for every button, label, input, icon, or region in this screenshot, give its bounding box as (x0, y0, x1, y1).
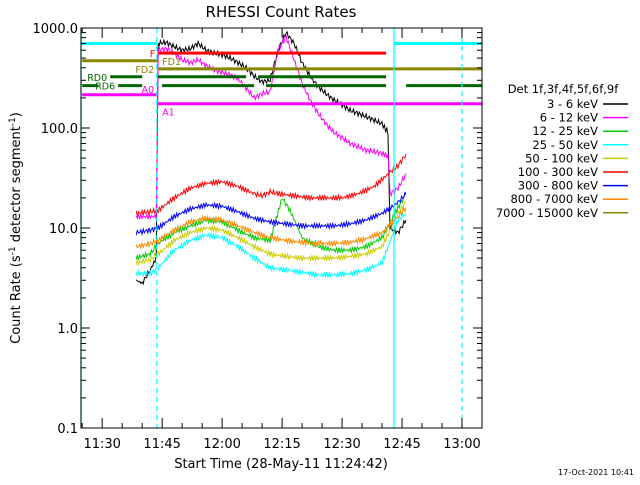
series-line-3 (135, 193, 407, 261)
y-axis-label: Count Rate (s-1 detector segment-1) (8, 112, 24, 344)
y-axis-label-part-1: Count Rate (s (9, 255, 24, 344)
flag-label-fd1: FD1 (162, 57, 181, 68)
x-axis-ticks: 11:30 11:45 12:00 12:15 12:30 12:45 13:00 (81, 28, 483, 452)
series-line-4 (135, 212, 407, 280)
flag-label-a1: A1 (162, 108, 175, 119)
legend-label-8: 800 - 7000 keV (510, 192, 598, 206)
legend-label-2: 6 - 12 keV (540, 111, 598, 125)
flag-label-rd6: RD6 (95, 82, 115, 93)
legend-label-4: 25 - 50 keV (532, 138, 598, 152)
series-line-8 (135, 206, 407, 250)
series-line-2 (135, 33, 407, 221)
series-line-1 (135, 30, 407, 286)
y-axis-label-superscript-2: -1 (8, 117, 18, 126)
x-tick-label-2: 11:45 (143, 437, 180, 452)
x-tick-label-4: 12:15 (263, 437, 300, 452)
x-tick-label-3: 12:00 (203, 437, 240, 452)
flag-label-f: F (150, 49, 155, 60)
x-tick-label-5: 12:30 (323, 437, 360, 452)
y-axis-label-part-2: detector segment (9, 126, 24, 246)
data-traces (135, 30, 407, 286)
legend-label-3: 12 - 25 keV (532, 124, 598, 138)
legend-label-1: 3 - 6 keV (547, 97, 598, 111)
flag-label-a0: A0 (142, 85, 155, 96)
legend-label-6: 100 - 300 keV (518, 165, 598, 179)
y-tick-label-1: 0.1 (57, 422, 78, 437)
x-tick-label-1: 11:30 (83, 437, 120, 452)
chart-title: RHESSI Count Rates (206, 3, 357, 21)
legend-label-7: 300 - 800 keV (518, 179, 598, 193)
series-line-5 (135, 201, 407, 266)
date-stamp: 17-Oct-2021 10:41 (558, 468, 634, 477)
series-line-7 (135, 191, 407, 237)
y-tick-label-5: 1000.0 (33, 22, 79, 37)
x-tick-label-7: 13:00 (443, 437, 480, 452)
y-axis-ticks: 0.1 1.0 10.0 100.0 1000.0 (33, 22, 482, 437)
y-axis-label-superscript-1: -1 (8, 246, 18, 255)
legend-label-9: 7000 - 15000 keV (496, 206, 598, 220)
legend-header: Det 1f,3f,4f,5f,6f,9f (508, 82, 620, 96)
y-tick-label-2: 1.0 (57, 322, 78, 337)
y-tick-label-4: 100.0 (41, 122, 78, 137)
flag-label-rd0: RD0 (87, 73, 107, 84)
series-line-6 (135, 153, 407, 218)
y-tick-label-3: 10.0 (49, 222, 78, 237)
x-tick-label-6: 12:45 (383, 437, 420, 452)
y-axis-label-part-3: ) (9, 112, 24, 117)
flag-label-fd2: FD2 (135, 65, 154, 76)
x-axis-label: Start Time (28-May-11 11:24:42) (174, 457, 388, 472)
legend-label-5: 50 - 100 keV (525, 151, 598, 165)
